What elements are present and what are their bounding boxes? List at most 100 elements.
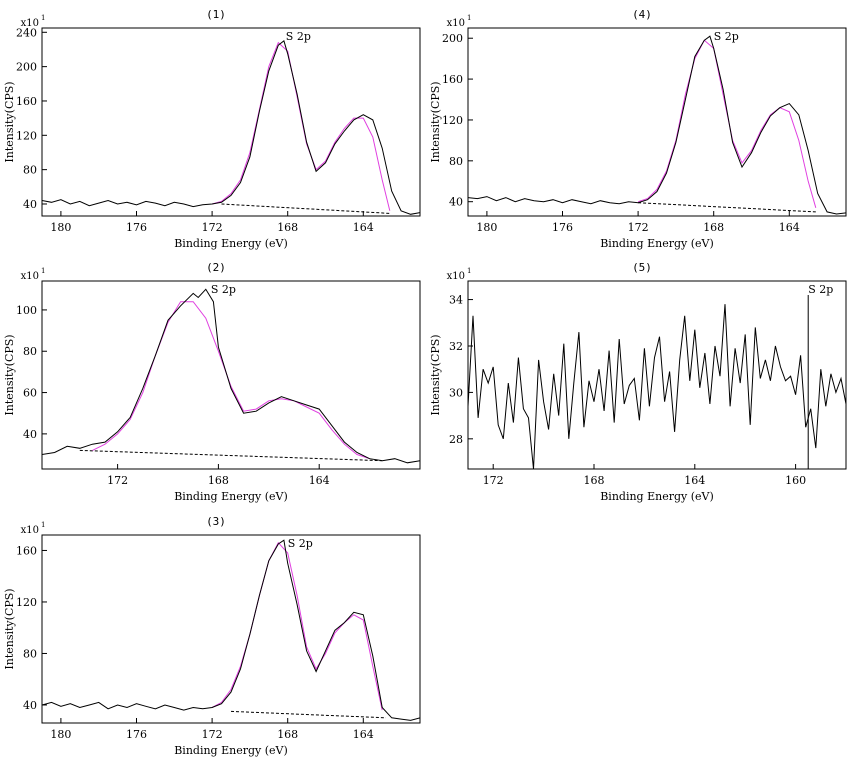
x-axis-title: Binding Energy (eV) xyxy=(600,237,714,250)
peak-label: S 2p xyxy=(808,283,833,296)
plot-frame xyxy=(41,280,421,470)
x-tick-label: 180 xyxy=(476,221,497,234)
plot-frame xyxy=(467,27,847,217)
background-baseline xyxy=(221,203,390,214)
x-axis-title: Binding Energy (eV) xyxy=(600,490,714,503)
plot-frame xyxy=(41,27,421,217)
y-multiplier: x10 xyxy=(447,18,465,29)
y-multiplier: x10 xyxy=(21,18,39,29)
background-baseline xyxy=(638,202,816,213)
x-axis-title: Binding Energy (eV) xyxy=(174,490,288,503)
plot-data xyxy=(42,40,420,215)
y-multiplier-exponent: 1 xyxy=(467,14,471,22)
x-tick-label: 168 xyxy=(208,474,229,487)
y-axis-title: Intensity(CPS) xyxy=(429,81,442,162)
y-axis-title: Intensity(CPS) xyxy=(3,334,16,415)
peak-label: S 2p xyxy=(288,537,313,550)
plot-data xyxy=(42,539,420,721)
y-tick-label: 80 xyxy=(23,345,37,358)
x-tick-label: 172 xyxy=(202,221,223,234)
x-tick-label: 164 xyxy=(353,221,374,234)
y-tick-label: 60 xyxy=(23,387,37,400)
y-tick-label: 160 xyxy=(16,95,37,108)
fit-envelope xyxy=(92,301,370,460)
x-tick-label: 176 xyxy=(126,221,147,234)
spectrum-line xyxy=(42,539,420,721)
x-tick-label: 172 xyxy=(202,728,223,741)
panel-title: (4) xyxy=(632,8,652,21)
x-axis-title: Binding Energy (eV) xyxy=(174,744,288,757)
x-tick-label: 168 xyxy=(703,221,724,234)
peak-label: S 2p xyxy=(211,283,236,296)
x-tick-label: 160 xyxy=(785,474,806,487)
y-tick-label: 120 xyxy=(442,114,463,127)
y-tick-label: 80 xyxy=(23,164,37,177)
plot-data xyxy=(468,304,846,469)
y-tick-label: 40 xyxy=(23,699,37,712)
x-tick-label: 164 xyxy=(684,474,705,487)
y-tick-label: 160 xyxy=(16,544,37,557)
y-multiplier: x10 xyxy=(21,525,39,536)
x-tick-label: 172 xyxy=(628,221,649,234)
y-tick-label: 30 xyxy=(449,386,463,399)
y-multiplier: x10 xyxy=(21,271,39,282)
y-tick-label: 100 xyxy=(16,304,37,317)
panel-title: (5) xyxy=(632,261,652,274)
spectrum-line xyxy=(468,35,846,215)
y-tick-label: 28 xyxy=(449,433,463,446)
panel-title: (2) xyxy=(206,261,226,274)
plot-data xyxy=(468,35,846,215)
panel-p1: 180 176 172 168 164 40 80 120 160 200 240 Binding E… xyxy=(3,8,421,250)
y-tick-label: 40 xyxy=(23,198,37,211)
y-tick-label: 80 xyxy=(449,155,463,168)
y-multiplier-exponent: 1 xyxy=(41,267,45,275)
x-tick-label: 176 xyxy=(126,728,147,741)
x-tick-label: 168 xyxy=(277,221,298,234)
y-multiplier-exponent: 1 xyxy=(467,267,471,275)
y-tick-label: 120 xyxy=(16,129,37,142)
x-axis-title: Binding Energy (eV) xyxy=(174,237,288,250)
x-tick-label: 168 xyxy=(277,728,298,741)
y-tick-label: 200 xyxy=(442,32,463,45)
y-axis-title: Intensity(CPS) xyxy=(3,81,16,162)
x-tick-label: 180 xyxy=(50,728,71,741)
y-multiplier-exponent: 1 xyxy=(41,521,45,529)
panel-p2: 172 168 164 40 60 80 100 Binding Energy (eV) Int… xyxy=(3,261,421,503)
spectrum-line xyxy=(468,304,846,469)
x-tick-label: 172 xyxy=(483,474,504,487)
y-tick-label: 160 xyxy=(442,73,463,86)
panel-title: (3) xyxy=(206,515,226,528)
x-tick-label: 168 xyxy=(584,474,605,487)
background-baseline xyxy=(230,710,387,719)
x-tick-label: 172 xyxy=(107,474,128,487)
x-tick-label: 176 xyxy=(552,221,573,234)
spectrum-line xyxy=(42,288,420,464)
x-tick-label: 164 xyxy=(353,728,374,741)
panel-title: (1) xyxy=(206,8,226,21)
x-tick-label: 180 xyxy=(50,221,71,234)
x-tick-label: 164 xyxy=(779,221,800,234)
peak-label: S 2p xyxy=(286,30,311,43)
plot-frame xyxy=(41,534,421,724)
plot-data xyxy=(42,288,420,464)
y-tick-label: 40 xyxy=(449,196,463,209)
fit-envelope xyxy=(637,39,817,208)
y-multiplier-exponent: 1 xyxy=(41,14,45,22)
x-tick-label: 164 xyxy=(309,474,330,487)
plot-frame xyxy=(467,280,847,470)
panel-p4: 180 176 172 168 164 40 80 120 160 200 Binding Ener… xyxy=(429,8,847,250)
panel-p3: 180 176 172 168 164 40 80 120 160 Binding Energy … xyxy=(3,515,421,757)
y-tick-label: 120 xyxy=(16,596,37,609)
y-tick-label: 34 xyxy=(449,294,463,307)
y-tick-label: 40 xyxy=(23,428,37,441)
fit-envelope xyxy=(211,541,383,711)
y-tick-label: 200 xyxy=(16,61,37,74)
y-axis-title: Intensity(CPS) xyxy=(3,588,16,669)
y-tick-label: 80 xyxy=(23,647,37,660)
spectrum-line xyxy=(42,40,420,215)
y-multiplier: x10 xyxy=(447,271,465,282)
y-axis-title: Intensity(CPS) xyxy=(429,334,442,415)
panel-p5: 172 168 164 160 28 30 32 34 Binding Energy (eV) I… xyxy=(429,261,847,503)
y-tick-label: 240 xyxy=(16,26,37,39)
